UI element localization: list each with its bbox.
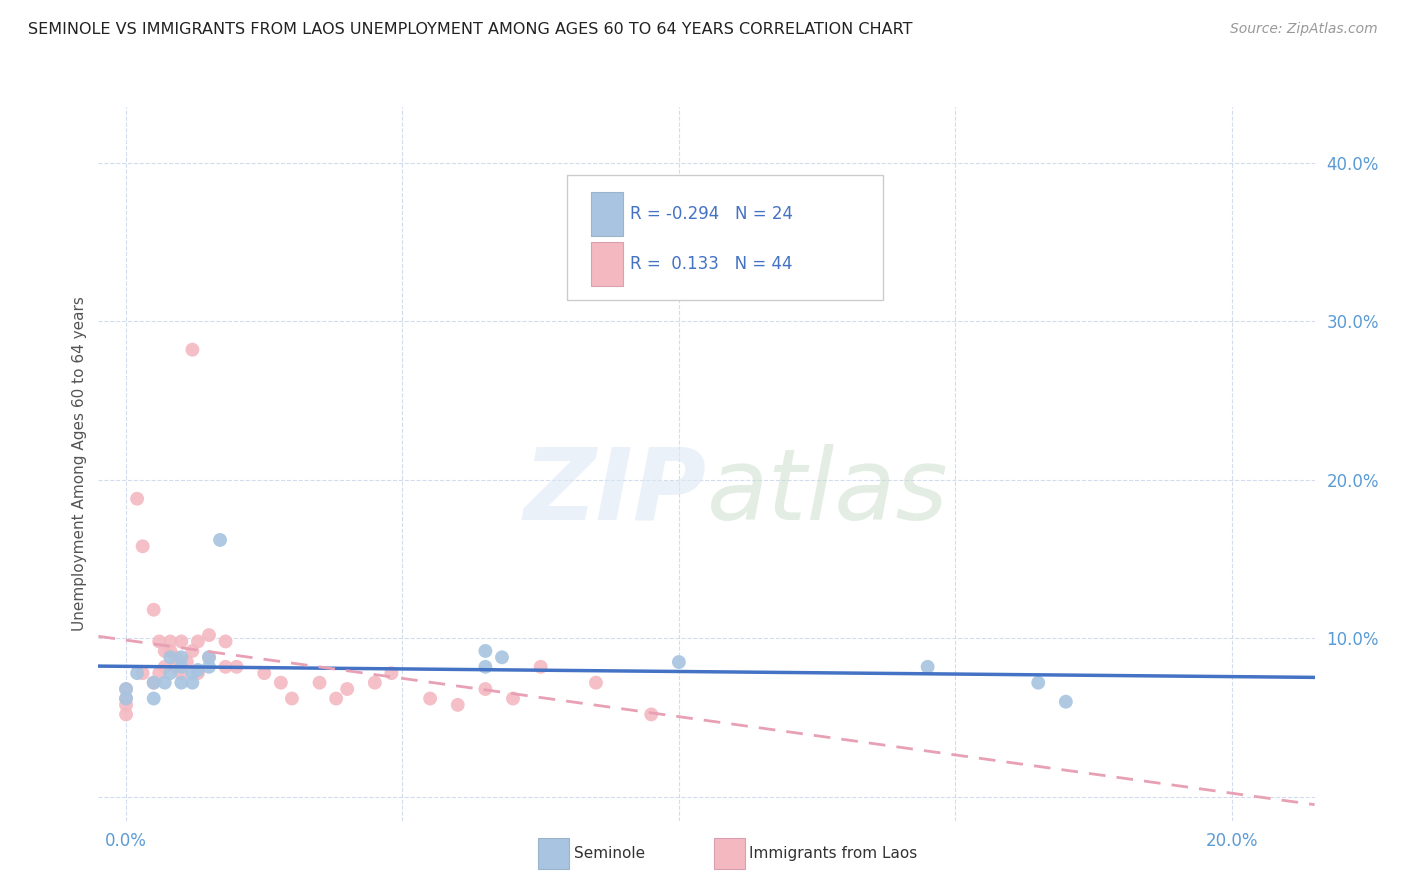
Point (187, 666, 209, 681)
Point (198, 628, 221, 642)
Point (214, 660, 236, 674)
Point (530, 660, 553, 674)
Text: Seminole: Seminole (574, 847, 645, 861)
Point (165, 650, 187, 665)
Point (181, 343, 204, 357)
Point (142, 691, 165, 706)
Point (308, 675, 330, 690)
Point (170, 666, 193, 681)
Point (170, 634, 193, 648)
Point (181, 675, 204, 690)
Point (170, 675, 193, 690)
Y-axis label: Unemployment Among Ages 60 to 64 years: Unemployment Among Ages 60 to 64 years (72, 296, 87, 632)
Point (447, 698, 470, 712)
Point (336, 681, 359, 696)
Point (159, 634, 181, 648)
Point (1026, 675, 1049, 690)
Point (198, 660, 221, 674)
Text: R = -0.294   N = 24: R = -0.294 N = 24 (630, 205, 793, 223)
Point (474, 660, 496, 674)
Text: atlas: atlas (707, 444, 948, 541)
Point (187, 634, 209, 648)
Point (142, 603, 165, 617)
Point (225, 660, 247, 674)
Text: R =  0.133   N = 44: R = 0.133 N = 44 (630, 255, 793, 273)
Point (115, 698, 138, 712)
Text: ZIP: ZIP (523, 444, 707, 541)
Point (115, 691, 138, 706)
Point (165, 660, 187, 674)
Point (253, 666, 276, 681)
Point (115, 681, 138, 696)
Point (153, 675, 176, 690)
Point (142, 675, 165, 690)
Point (281, 691, 304, 706)
Point (170, 650, 193, 665)
Point (148, 666, 170, 681)
Point (142, 675, 165, 690)
Point (131, 539, 153, 553)
Point (159, 644, 181, 658)
Point (917, 660, 939, 674)
Point (115, 691, 138, 706)
Point (187, 663, 209, 677)
Point (270, 675, 292, 690)
Text: Source: ZipAtlas.com: Source: ZipAtlas.com (1230, 22, 1378, 37)
Text: SEMINOLE VS IMMIGRANTS FROM LAOS UNEMPLOYMENT AMONG AGES 60 TO 64 YEARS CORRELAT: SEMINOLE VS IMMIGRANTS FROM LAOS UNEMPLO… (28, 22, 912, 37)
FancyBboxPatch shape (591, 242, 623, 286)
Point (364, 675, 387, 690)
Point (325, 691, 347, 706)
Point (131, 666, 153, 681)
Point (1054, 695, 1077, 709)
Point (198, 650, 221, 665)
Point (176, 655, 198, 669)
Point (148, 634, 170, 648)
Point (159, 650, 181, 665)
Text: Immigrants from Laos: Immigrants from Laos (749, 847, 918, 861)
Point (640, 707, 662, 722)
Point (181, 644, 204, 658)
Point (181, 666, 204, 681)
Point (668, 655, 690, 669)
Point (585, 675, 607, 690)
Point (153, 660, 176, 674)
Point (214, 634, 236, 648)
Point (115, 681, 138, 696)
Point (502, 691, 524, 706)
Point (127, 491, 149, 506)
Point (115, 707, 138, 722)
Point (419, 691, 441, 706)
Point (474, 681, 496, 696)
Point (209, 533, 232, 547)
Point (491, 650, 513, 665)
Point (153, 644, 176, 658)
FancyBboxPatch shape (567, 175, 883, 300)
FancyBboxPatch shape (591, 192, 623, 236)
Point (474, 644, 496, 658)
Point (198, 650, 221, 665)
Point (380, 666, 402, 681)
Point (159, 666, 181, 681)
Point (170, 660, 193, 674)
Point (127, 666, 149, 681)
